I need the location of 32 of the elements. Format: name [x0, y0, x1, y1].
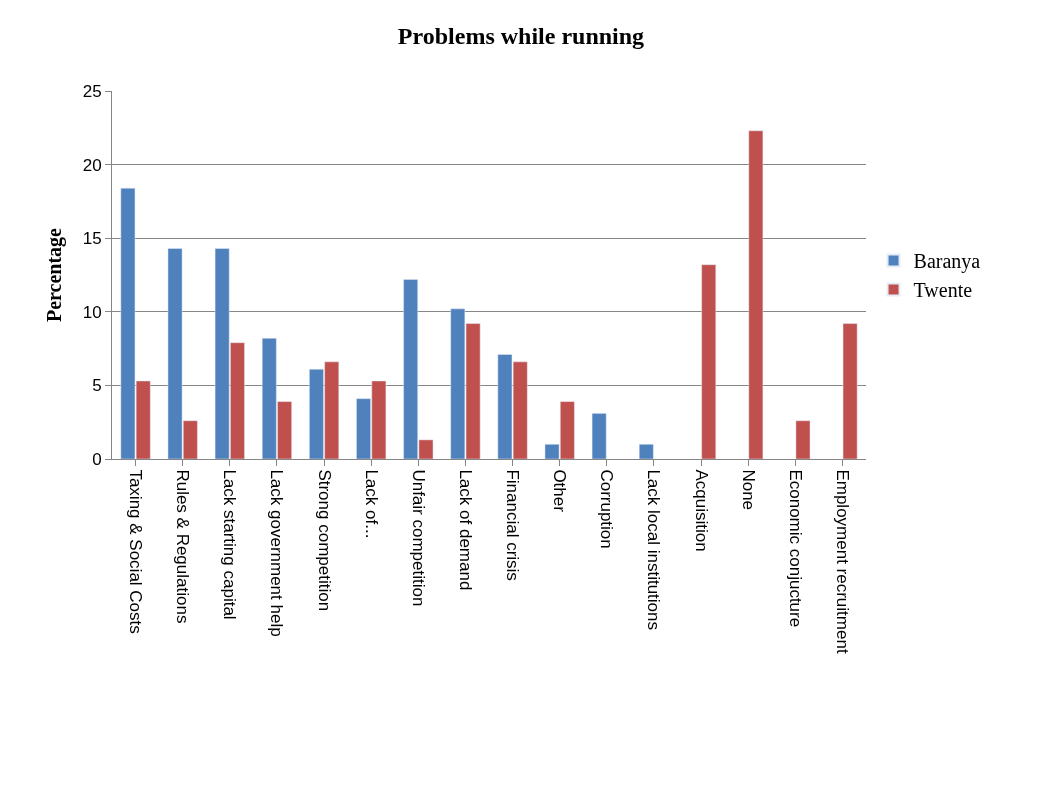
- x-tick-label: Lack government help: [267, 469, 287, 637]
- x-tick-label: Acquisition: [691, 469, 711, 552]
- x-tick-label: Employment recruitment: [832, 469, 852, 654]
- x-tick-label: Economic conjucture: [785, 469, 805, 628]
- x-tick-label: Other: [550, 469, 570, 513]
- bar: [795, 420, 811, 459]
- x-tick-label: None: [738, 469, 758, 511]
- legend-label: Twente: [913, 279, 973, 302]
- x-tick-label: Unfair competition: [408, 469, 428, 607]
- x-tick-label: Financial crisis: [503, 469, 523, 581]
- legend-label: Baranya: [913, 250, 981, 274]
- y-tick-label: 25: [82, 81, 102, 101]
- y-tick-label: 15: [82, 229, 102, 249]
- x-tick-label: Corruption: [597, 469, 617, 549]
- bar: [701, 264, 717, 459]
- chart-title: Problems while running: [397, 23, 645, 50]
- x-tick-label: Lack local institutions: [644, 469, 664, 631]
- x-tick-label: Lack of...: [361, 469, 381, 539]
- y-tick-label: 20: [82, 155, 102, 175]
- y-tick-label: 0: [92, 449, 102, 469]
- x-tick-label: Taxing & Social Costs: [126, 469, 146, 634]
- bar: [591, 413, 607, 459]
- bar: [842, 323, 858, 459]
- y-axis-title: Percentage: [43, 227, 67, 323]
- bar: [638, 444, 654, 459]
- x-tick-label: Rules & Regulations: [173, 469, 193, 624]
- x-tick-label: Lack of demand: [455, 469, 475, 591]
- y-tick-label: 10: [82, 302, 102, 322]
- x-tick-label: Lack starting capital: [220, 469, 240, 620]
- x-tick-label: Strong competition: [314, 469, 334, 612]
- y-tick-label: 5: [92, 376, 102, 396]
- bar: [748, 130, 764, 459]
